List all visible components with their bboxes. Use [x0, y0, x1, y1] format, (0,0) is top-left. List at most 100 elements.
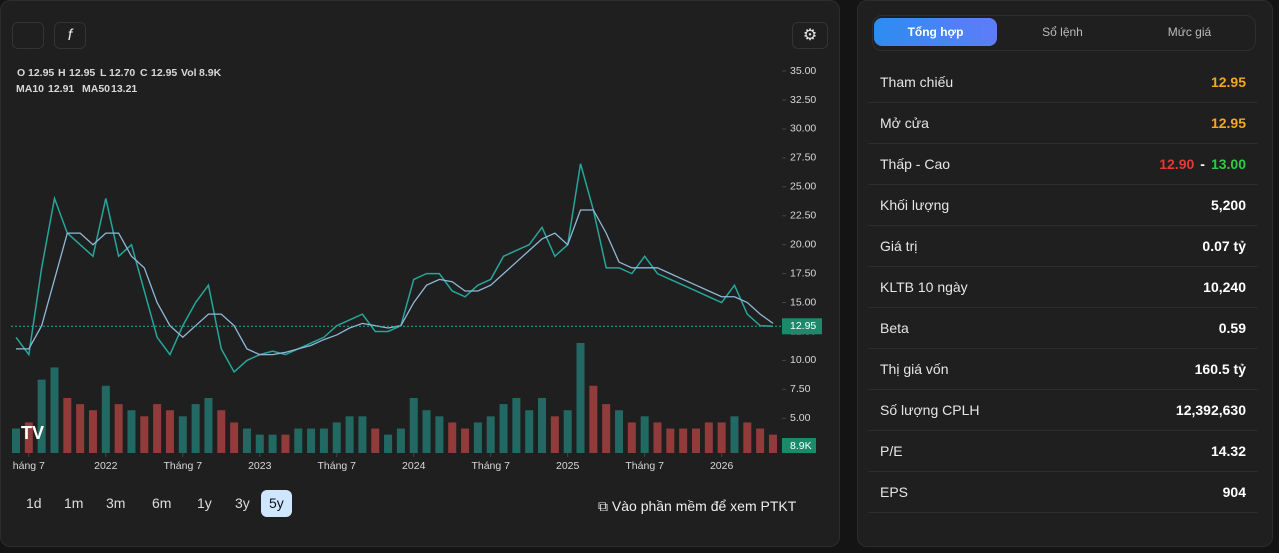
legend-ma50-label: MA50: [82, 83, 110, 95]
volume-bar: [242, 428, 251, 453]
volume-bar: [37, 379, 46, 453]
volume-bar: [217, 410, 226, 453]
period-button[interactable]: 1y: [197, 495, 212, 511]
volume-bar: [615, 410, 624, 453]
link-text: Vào phần mềm để xem PTKT: [611, 498, 797, 514]
row-label: Thị giá vốn: [880, 361, 949, 377]
legend-low: 12.70: [109, 67, 135, 79]
info-panel: Tổng hợp Sổ lệnh Mức giá Tham chiếu 12.95 Mở …: [857, 0, 1273, 547]
volume-bar: [255, 434, 264, 453]
legend-vol-label: Vol: [181, 67, 197, 79]
legend-vol: 8.9K: [199, 67, 222, 79]
info-row: EPS 904: [868, 472, 1258, 513]
indicator-button[interactable]: f: [54, 22, 86, 49]
volume-bar: [384, 434, 393, 453]
volume-bar: [230, 422, 239, 453]
y-tick-label: 25.00: [790, 181, 816, 193]
volume-bar: [576, 343, 585, 453]
volume-bar: [512, 398, 521, 453]
y-tick-label: 32.50: [790, 94, 816, 106]
period-button[interactable]: 6m: [152, 495, 172, 511]
volume-bar: [88, 410, 97, 453]
volume-bar: [24, 422, 33, 453]
info-row: Giá trị 0.07 tỷ: [868, 226, 1258, 267]
volume-bar: [307, 428, 316, 453]
row-value: 12,392,630: [1175, 402, 1246, 418]
y-tick-label: 5.00: [790, 412, 811, 424]
volume-bar: [448, 422, 457, 453]
period-button[interactable]: 3m: [106, 495, 126, 511]
volume-bar: [756, 428, 765, 453]
volume-bar: [165, 410, 174, 453]
volume-bar: [589, 385, 598, 453]
volume-bar: [538, 398, 547, 453]
volume-bar: [679, 428, 688, 453]
info-row: Beta 0.59: [868, 308, 1258, 349]
row-value: 0.07 tỷ: [1202, 238, 1246, 254]
price-line: [15, 163, 774, 374]
row-label: Beta: [880, 320, 909, 336]
volume-bar: [666, 428, 675, 453]
volume-bar: [191, 404, 200, 453]
high-value: 13.00: [1210, 156, 1246, 172]
volume-bar: [358, 416, 367, 453]
panel-tab[interactable]: Mức giá: [1167, 25, 1212, 39]
volume-bar: [563, 410, 572, 453]
x-tick-label: Tháng 7: [317, 460, 356, 472]
info-row: P/E 14.32: [868, 431, 1258, 472]
info-row: Thấp - Cao 12.90-13.00: [868, 144, 1258, 185]
x-tick-label: Tháng 7: [625, 460, 664, 472]
row-value: 904: [1222, 484, 1246, 500]
x-tick-label: háng 7: [13, 460, 45, 472]
row-value: 12.95: [1210, 74, 1246, 90]
volume-bar: [525, 410, 534, 453]
period-button[interactable]: 5y: [261, 490, 292, 517]
row-label: Mở cửa: [880, 115, 929, 131]
volume-bar: [12, 428, 20, 453]
settings-button[interactable]: ⚙: [792, 22, 828, 49]
volume-bar: [550, 416, 559, 453]
period-button[interactable]: 1d: [26, 495, 42, 511]
row-label: Số lượng CPLH: [880, 402, 980, 418]
volume-bar: [153, 404, 162, 453]
volume-bar: [140, 416, 149, 453]
volume-bar: [743, 422, 752, 453]
volume-bar: [50, 367, 59, 453]
y-tick-label: 10.00: [790, 354, 816, 366]
volume-bar: [332, 422, 341, 453]
volume-bar: [101, 385, 110, 453]
chart-card: f ⚙ O 12.95 H 12.95 L 12.70 C 12.95 Vol 8.9K MA10 1…: [0, 0, 840, 547]
volume-bar: [114, 404, 123, 453]
ma-line: [16, 209, 774, 356]
volume-bar: [461, 428, 470, 453]
row-label: Khối lượng: [880, 197, 950, 213]
volume-bar: [281, 434, 290, 453]
period-button[interactable]: 3y: [235, 495, 250, 511]
legend-open: 12.95: [28, 67, 54, 79]
info-row: Số lượng CPLH 12,392,630: [868, 390, 1258, 431]
candle-button[interactable]: [12, 22, 44, 49]
row-label: EPS: [880, 484, 909, 500]
legend-ma10: 12.91: [48, 83, 74, 95]
period-button[interactable]: 1m: [64, 495, 84, 511]
y-tick-label: 20.00: [790, 238, 816, 250]
panel-tab[interactable]: Tổng hợp: [874, 18, 997, 46]
legend-high: 12.95: [69, 67, 95, 79]
tv-logo: TV: [21, 423, 44, 443]
x-tick-label: 2026: [710, 460, 734, 472]
row-value: 12.95: [1210, 115, 1246, 131]
volume-bar: [127, 410, 136, 453]
y-tick-label: 35.00: [790, 65, 816, 77]
volume-bar: [768, 434, 777, 453]
volume-bar: [704, 422, 713, 453]
volume-bar: [178, 416, 187, 453]
last-price-box: [782, 318, 822, 335]
y-tick-label: 22.50: [790, 210, 816, 222]
volume-bar: [371, 428, 380, 453]
row-label: Thấp - Cao: [880, 156, 951, 172]
panel-tab[interactable]: Sổ lệnh: [1042, 25, 1083, 39]
volume-bar: [691, 428, 700, 453]
volume-bar: [717, 422, 726, 453]
software-link[interactable]: ⧉ Vào phần mềm để xem PTKT: [598, 498, 797, 514]
row-value: 0.59: [1218, 320, 1246, 336]
